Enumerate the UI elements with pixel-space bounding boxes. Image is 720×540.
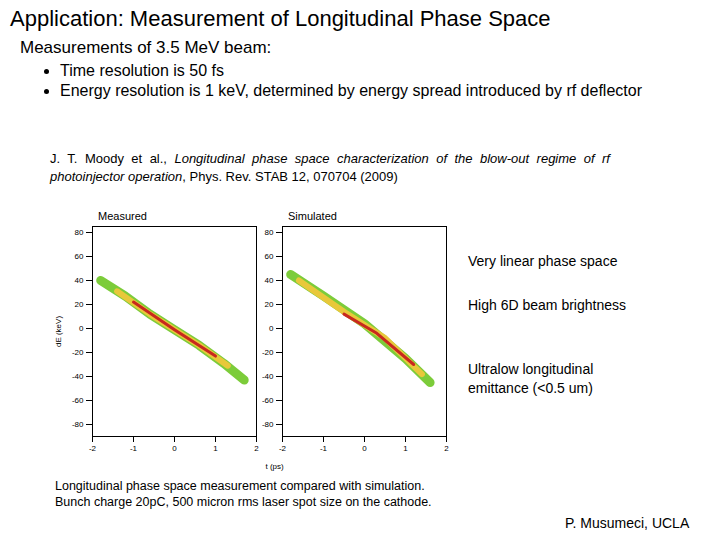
svg-text:2: 2 (254, 444, 259, 453)
svg-text:40: 40 (265, 276, 274, 285)
svg-text:20: 20 (75, 300, 84, 309)
svg-text:-80: -80 (72, 420, 84, 429)
svg-text:-20: -20 (72, 348, 84, 357)
html-text:Measured: Measured (98, 210, 147, 222)
svg-text:-40: -40 (262, 372, 274, 381)
svg-text:dE (keV): dE (keV) (54, 316, 63, 347)
html-text:Very linear phase space: Very linear phase space (468, 253, 618, 269)
html-text:Ultralow longitudinal emittanc: Ultralow longitudinal emittance (<0.5 um… (468, 361, 594, 396)
html-text:J. T. Moody et al., Longitudin: J. T. Moody et al., Longitudinal phase s… (50, 151, 610, 184)
svg-text:80: 80 (265, 228, 274, 237)
svg-text:0: 0 (79, 324, 84, 333)
svg-text:-1: -1 (320, 444, 328, 453)
html-text:Time resolution is 50 fs: Time resolution is 50 fs (60, 62, 224, 79)
svg-text:40: 40 (75, 276, 84, 285)
svg-text:-2: -2 (89, 444, 97, 453)
svg-text:80: 80 (75, 228, 84, 237)
svg-text:20: 20 (265, 300, 274, 309)
html-text:High 6D beam brightness: High 6D beam brightness (468, 297, 626, 313)
svg-text:1: 1 (403, 444, 408, 453)
svg-text:60: 60 (265, 252, 274, 261)
html-text:Energy resolution is 1 keV, de: Energy resolution is 1 keV, determined b… (60, 82, 642, 99)
svg-text:1: 1 (213, 444, 218, 453)
svg-text:2: 2 (444, 444, 449, 453)
html-text:Longitudinal phase space measu: Longitudinal phase space measurement com… (55, 479, 425, 493)
svg-text:0: 0 (362, 444, 367, 453)
svg-text:-60: -60 (262, 396, 274, 405)
html-text:Bunch charge 20pC, 500 micron: Bunch charge 20pC, 500 micron rms laser … (55, 495, 432, 510)
svg-text:-40: -40 (72, 372, 84, 381)
svg-text:-80: -80 (262, 420, 274, 429)
svg-text:60: 60 (75, 252, 84, 261)
html-text:P. Musumeci, UCLA: P. Musumeci, UCLA (565, 515, 690, 531)
svg-text:-20: -20 (262, 348, 274, 357)
html-text:Measurements of 3.5 MeV beam:: Measurements of 3.5 MeV beam: (20, 38, 272, 57)
svg-text:-1: -1 (130, 444, 138, 453)
svg-text:-60: -60 (72, 396, 84, 405)
svg-text:0: 0 (269, 324, 274, 333)
svg-text:-2: -2 (279, 444, 287, 453)
html-text:Simulated: Simulated (288, 210, 337, 222)
html-text:Application: Measurement of Lo: Application: Measurement of Longitudinal… (10, 6, 551, 31)
svg-text:0: 0 (172, 444, 177, 453)
svg-text:t (ps): t (ps) (266, 462, 285, 471)
